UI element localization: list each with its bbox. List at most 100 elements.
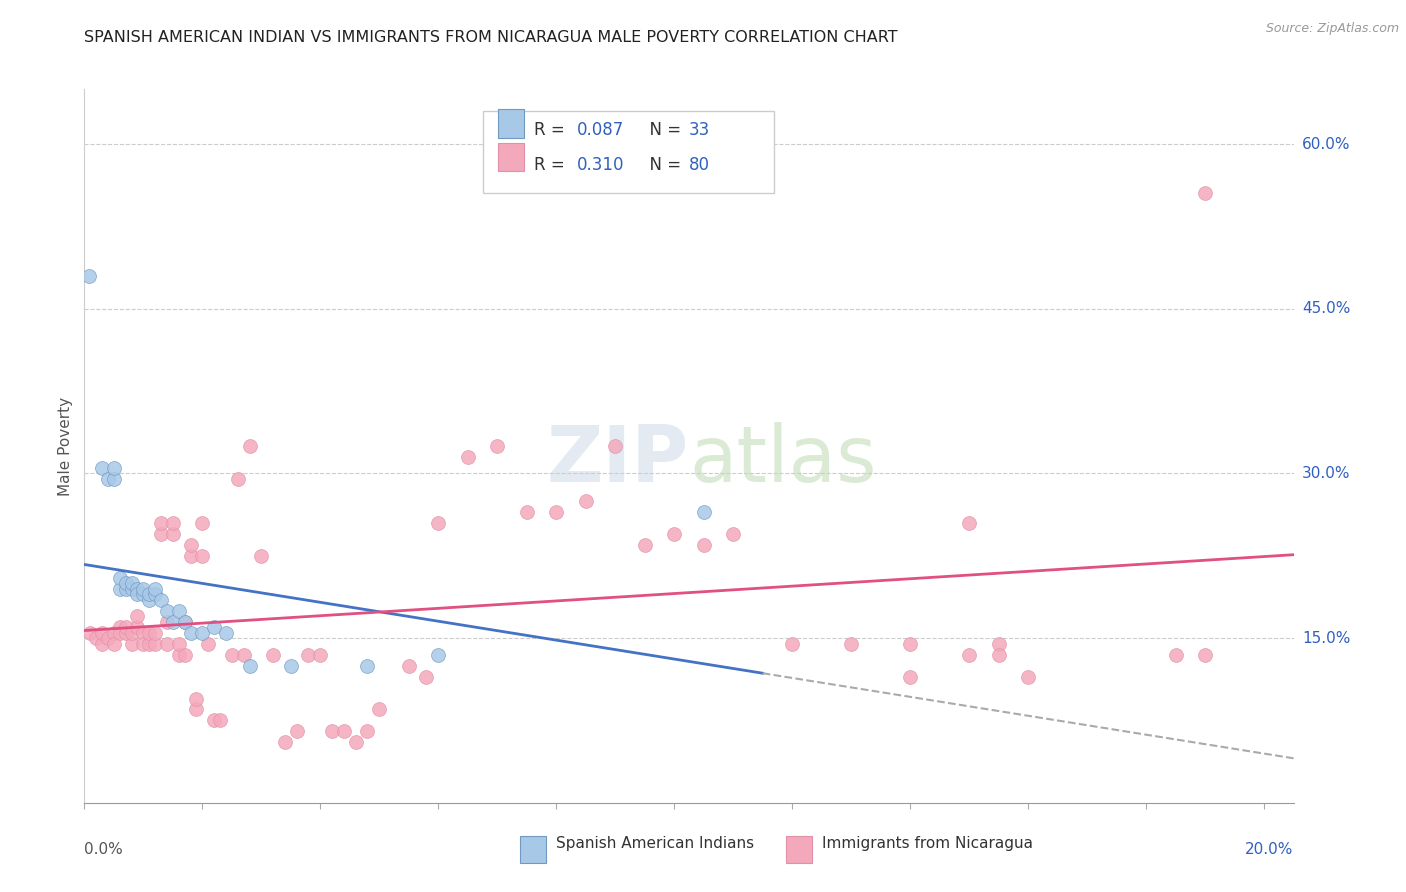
Point bbox=[91, 625, 114, 640]
Point bbox=[127, 620, 149, 634]
Point bbox=[221, 648, 243, 662]
Point bbox=[344, 735, 367, 749]
Point bbox=[173, 615, 195, 629]
Point bbox=[180, 625, 202, 640]
Point bbox=[238, 658, 260, 673]
Point bbox=[692, 538, 714, 552]
Point bbox=[121, 582, 143, 596]
Point bbox=[91, 637, 114, 651]
Text: 60.0%: 60.0% bbox=[1302, 136, 1350, 152]
Point bbox=[103, 472, 125, 486]
Point bbox=[132, 637, 155, 651]
Point bbox=[274, 735, 297, 749]
Point bbox=[114, 625, 136, 640]
Point bbox=[143, 637, 166, 651]
Point bbox=[575, 494, 598, 508]
Point bbox=[84, 631, 107, 645]
Point bbox=[1017, 669, 1039, 683]
Point bbox=[77, 268, 100, 283]
Point bbox=[427, 516, 450, 530]
Point bbox=[150, 526, 173, 541]
Text: Source: ZipAtlas.com: Source: ZipAtlas.com bbox=[1265, 22, 1399, 36]
Point bbox=[108, 620, 131, 634]
Point bbox=[114, 576, 136, 591]
FancyBboxPatch shape bbox=[498, 143, 524, 171]
Point bbox=[721, 526, 744, 541]
Point bbox=[97, 472, 120, 486]
Point bbox=[692, 505, 714, 519]
Point bbox=[173, 615, 195, 629]
Point bbox=[898, 669, 921, 683]
Point bbox=[103, 625, 125, 640]
Point bbox=[156, 615, 179, 629]
Point bbox=[103, 461, 125, 475]
Point bbox=[987, 648, 1010, 662]
Point bbox=[150, 592, 173, 607]
Point bbox=[186, 702, 208, 716]
Point bbox=[150, 516, 173, 530]
Point bbox=[108, 571, 131, 585]
Point bbox=[202, 620, 225, 634]
Point bbox=[143, 582, 166, 596]
Point bbox=[197, 637, 219, 651]
Point bbox=[138, 587, 160, 601]
Text: Immigrants from Nicaragua: Immigrants from Nicaragua bbox=[823, 837, 1033, 851]
Text: ZIP: ZIP bbox=[547, 422, 689, 499]
Point bbox=[605, 439, 627, 453]
Point bbox=[121, 576, 143, 591]
Point bbox=[368, 702, 391, 716]
Point bbox=[309, 648, 332, 662]
Point bbox=[486, 439, 509, 453]
Point bbox=[121, 625, 143, 640]
Point bbox=[167, 637, 190, 651]
Text: R =: R = bbox=[534, 155, 571, 174]
Point bbox=[167, 648, 190, 662]
Text: 30.0%: 30.0% bbox=[1302, 466, 1350, 481]
Point bbox=[457, 450, 479, 464]
Point bbox=[191, 516, 214, 530]
Point bbox=[226, 472, 249, 486]
Point bbox=[780, 637, 803, 651]
Point bbox=[103, 637, 125, 651]
Point bbox=[132, 625, 155, 640]
Point bbox=[186, 691, 208, 706]
Point bbox=[987, 637, 1010, 651]
Point bbox=[79, 625, 101, 640]
FancyBboxPatch shape bbox=[484, 111, 773, 193]
Point bbox=[634, 538, 657, 552]
Point bbox=[280, 658, 302, 673]
Point bbox=[138, 625, 160, 640]
Point bbox=[398, 658, 420, 673]
Y-axis label: Male Poverty: Male Poverty bbox=[58, 396, 73, 496]
Point bbox=[143, 587, 166, 601]
Point bbox=[162, 526, 184, 541]
Point bbox=[127, 587, 149, 601]
Point bbox=[114, 582, 136, 596]
Point bbox=[898, 637, 921, 651]
Point bbox=[1194, 186, 1216, 201]
Point bbox=[108, 625, 131, 640]
Point bbox=[138, 592, 160, 607]
Point bbox=[167, 604, 190, 618]
Point bbox=[121, 637, 143, 651]
Point bbox=[238, 439, 260, 453]
Point bbox=[957, 648, 980, 662]
Text: 0.0%: 0.0% bbox=[84, 842, 124, 856]
Point bbox=[191, 549, 214, 563]
Point bbox=[156, 637, 179, 651]
Point bbox=[1164, 648, 1187, 662]
Point bbox=[127, 582, 149, 596]
Point bbox=[232, 648, 254, 662]
Text: Spanish American Indians: Spanish American Indians bbox=[555, 837, 754, 851]
Point bbox=[262, 648, 284, 662]
FancyBboxPatch shape bbox=[520, 837, 547, 863]
Text: 80: 80 bbox=[689, 155, 710, 174]
Point bbox=[250, 549, 273, 563]
Point bbox=[356, 658, 378, 673]
Text: 20.0%: 20.0% bbox=[1246, 842, 1294, 856]
FancyBboxPatch shape bbox=[786, 837, 813, 863]
Point bbox=[108, 582, 131, 596]
Point bbox=[156, 604, 179, 618]
Point bbox=[180, 538, 202, 552]
Text: 0.087: 0.087 bbox=[576, 121, 624, 139]
